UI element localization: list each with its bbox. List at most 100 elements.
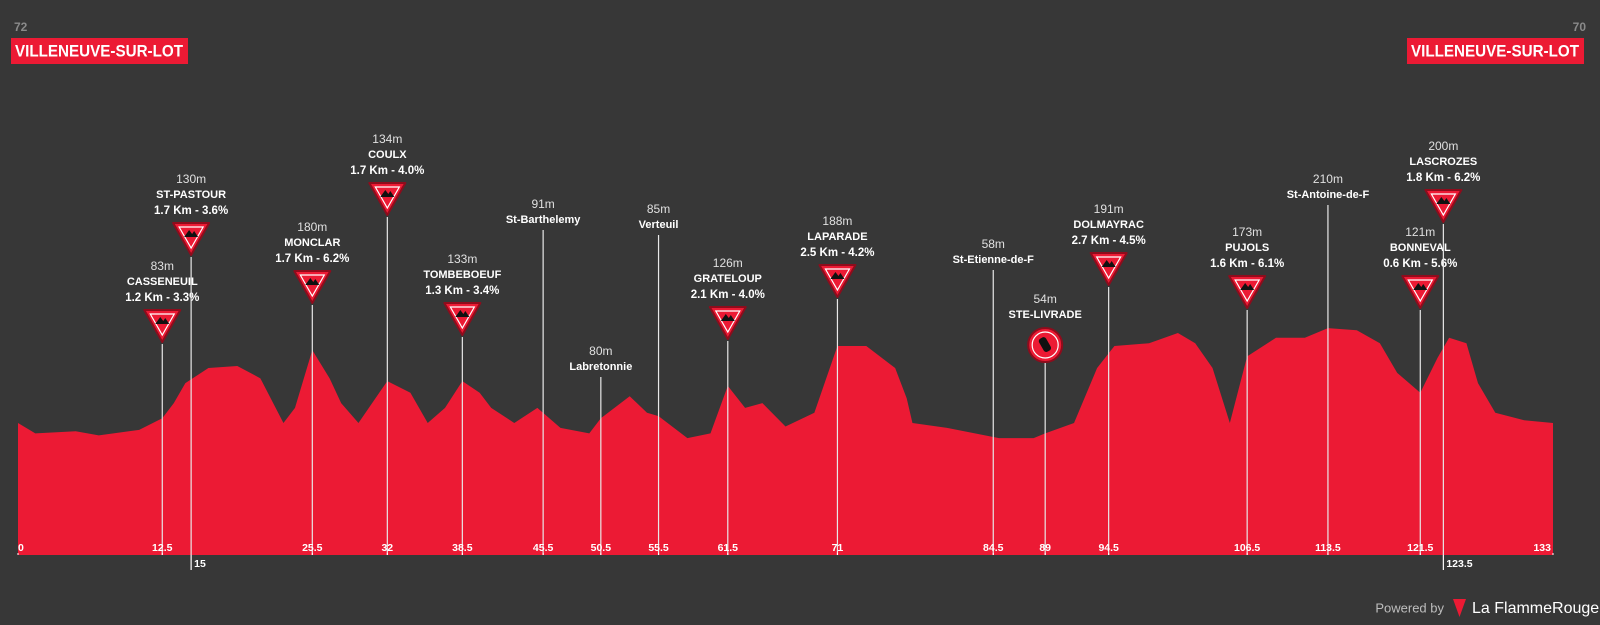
- waypoint-elevation: 83m: [151, 259, 174, 273]
- climb-mountain: [1101, 260, 1116, 267]
- lower-x-tick-label: 123.5: [1446, 558, 1472, 570]
- waypoint: 83m CASSENEUIL 1.2 Km - 3.3%: [125, 259, 199, 555]
- waypoint-name: ST-PASTOUR: [156, 189, 226, 201]
- waypoint-elevation: 130m: [176, 172, 206, 186]
- waypoint-elevation: 134m: [372, 132, 402, 146]
- climb-info: 1.3 Km - 3.4%: [425, 285, 499, 297]
- waypoint-elevation: 126m: [713, 256, 743, 270]
- waypoint: 126m GRATELOUP 2.1 Km - 4.0%: [691, 256, 765, 555]
- waypoint-name: DOLMAYRAC: [1073, 219, 1144, 231]
- waypoint: 210m St-Antoine-de-F: [1287, 172, 1370, 555]
- climb-icon-inner: [178, 226, 205, 250]
- waypoint-elevation: 210m: [1313, 172, 1343, 186]
- x-tick-label: 133: [1533, 542, 1551, 554]
- x-tick-label: 25.5: [302, 542, 323, 554]
- waypoint: 133m TOMBEBOEUF 1.3 Km - 3.4%: [423, 252, 502, 555]
- x-tick-label: 12.5: [152, 542, 173, 554]
- climb-info: 0.6 Km - 5.6%: [1383, 258, 1457, 270]
- finish-badge: [1407, 38, 1584, 64]
- x-tick-label: 113.5: [1315, 542, 1341, 554]
- elevation-profile: [18, 328, 1553, 555]
- climb-info: 1.8 Km - 6.2%: [1406, 172, 1480, 184]
- start-badge: [11, 38, 188, 64]
- climb-mountain: [830, 272, 845, 279]
- waypoint: 121m BONNEVAL 0.6 Km - 5.6%: [1383, 225, 1457, 555]
- finish-elevation: 70: [1573, 20, 1587, 34]
- powered-by: Powered by: [1375, 600, 1444, 615]
- x-tick-label: 0: [18, 542, 24, 554]
- waypoint-name: PUJOLS: [1225, 242, 1269, 254]
- waypoint-name: BONNEVAL: [1390, 242, 1451, 254]
- climb-icon-inner: [299, 274, 326, 298]
- climb-icon-inner: [374, 186, 401, 210]
- waypoint: 200m LASCROZES 1.8 Km - 6.2%: [1406, 139, 1480, 555]
- waypoint-elevation: 121m: [1405, 225, 1435, 239]
- climb-info: 1.7 Km - 6.2%: [275, 253, 349, 265]
- waypoint: 80m Labretonnie: [569, 344, 632, 555]
- climb-icon: [443, 302, 482, 336]
- waypoint-name: MONCLAR: [284, 237, 340, 249]
- climb-icon-inner: [1234, 279, 1261, 303]
- waypoint: 58m St-Etienne-de-F: [953, 237, 1035, 555]
- climb-mountain: [455, 310, 470, 317]
- waypoint-elevation: 200m: [1428, 139, 1458, 153]
- climb-mountain: [1413, 283, 1428, 290]
- brand-logo: [1453, 599, 1466, 617]
- x-tick-label: 84.5: [983, 542, 1004, 554]
- climb-icon: [1424, 189, 1463, 223]
- climb-icon: [818, 264, 857, 298]
- waypoint-name: Verteuil: [639, 219, 679, 231]
- climb-icon-inner: [714, 310, 741, 334]
- waypoint: 91m St-Barthelemy: [506, 197, 581, 555]
- waypoint: 173m PUJOLS 1.6 Km - 6.1%: [1210, 225, 1284, 555]
- x-tick-label: 38.5: [452, 542, 473, 554]
- climb-icon-inner: [1095, 256, 1122, 280]
- climb-icon: [172, 222, 211, 256]
- waypoint-name: St-Etienne-de-F: [953, 254, 1035, 266]
- waypoint-name: LASCROZES: [1409, 156, 1477, 168]
- climb-mountain: [155, 317, 170, 324]
- waypoint-elevation: 173m: [1232, 225, 1262, 239]
- waypoint-elevation: 133m: [447, 252, 477, 266]
- climb-mountain: [305, 278, 320, 285]
- climb-icon: [708, 306, 747, 340]
- x-tick-label: 94.5: [1098, 542, 1119, 554]
- start-elevation: 72: [14, 20, 28, 34]
- sprint-bottle: [1038, 337, 1052, 352]
- climb-icon-inner: [1407, 279, 1434, 303]
- waypoint-name: St-Barthelemy: [506, 214, 581, 226]
- waypoint-elevation: 58m: [982, 237, 1005, 251]
- climb-icon-inner: [1430, 193, 1457, 217]
- climb-mountain: [1240, 283, 1255, 290]
- climb-icon: [293, 270, 332, 304]
- waypoint-name: TOMBEBOEUF: [423, 269, 501, 281]
- waypoint-name: COULX: [368, 149, 407, 161]
- sprint-icon-ring: [1031, 331, 1059, 359]
- x-tick-label: 71: [832, 542, 844, 554]
- waypoint-elevation: 54m: [1034, 292, 1057, 306]
- climb-mountain: [184, 230, 199, 237]
- climb-info: 2.7 Km - 4.5%: [1072, 235, 1146, 247]
- x-tick-label: 55.5: [648, 542, 669, 554]
- waypoint-name: STE-LIVRADE: [1009, 309, 1082, 321]
- climb-mountain: [720, 314, 735, 321]
- waypoint-name: St-Antoine-de-F: [1287, 189, 1370, 201]
- climb-icon: [368, 182, 407, 216]
- climb-info: 1.7 Km - 4.0%: [350, 165, 424, 177]
- waypoint-name: Labretonnie: [569, 361, 632, 373]
- x-tick-label: 45.5: [533, 542, 554, 554]
- waypoint: 180m MONCLAR 1.7 Km - 6.2%: [275, 220, 349, 555]
- x-tick-label: 61.5: [718, 542, 739, 554]
- climb-info: 2.1 Km - 4.0%: [691, 289, 765, 301]
- x-tick-label: 89: [1039, 542, 1051, 554]
- start-name: VILLENEUVE-SUR-LOT: [15, 41, 184, 60]
- waypoint: 191m DOLMAYRAC 2.7 Km - 4.5%: [1072, 202, 1146, 555]
- lower-x-tick-label: 15: [194, 558, 206, 570]
- brand-name: La FlammeRouge: [1472, 600, 1599, 617]
- climb-info: 1.2 Km - 3.3%: [125, 292, 199, 304]
- climb-icon: [143, 309, 182, 343]
- waypoint-name: GRATELOUP: [694, 273, 762, 285]
- climb-info: 2.5 Km - 4.2%: [800, 247, 874, 259]
- waypoint: 85m Verteuil: [639, 202, 679, 555]
